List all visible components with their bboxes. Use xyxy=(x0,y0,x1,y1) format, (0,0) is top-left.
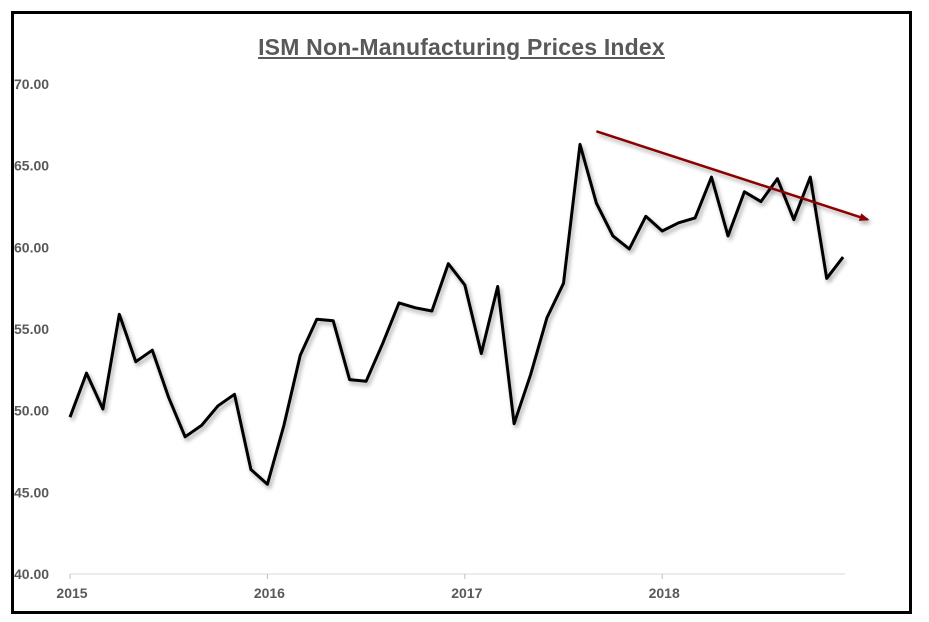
y-tick-label: 40.00 xyxy=(14,566,49,582)
y-tick-label: 55.00 xyxy=(14,321,49,337)
y-tick-label: 50.00 xyxy=(14,403,49,419)
x-tick-label: 2017 xyxy=(451,585,482,601)
y-tick-label: 70.00 xyxy=(14,76,49,92)
y-tick-label: 65.00 xyxy=(14,158,49,174)
x-tick-label: 2016 xyxy=(254,585,285,601)
chart-frame: ISM Non-Manufacturing Prices Index xyxy=(11,11,912,614)
trend-arrow xyxy=(596,130,870,221)
x-tick-label: 2018 xyxy=(649,585,680,601)
x-tick-label: 2015 xyxy=(56,585,87,601)
y-tick-label: 45.00 xyxy=(14,484,49,500)
series-line xyxy=(68,142,845,486)
chart-title: ISM Non-Manufacturing Prices Index xyxy=(258,34,665,60)
y-tick-label: 60.00 xyxy=(14,239,49,255)
